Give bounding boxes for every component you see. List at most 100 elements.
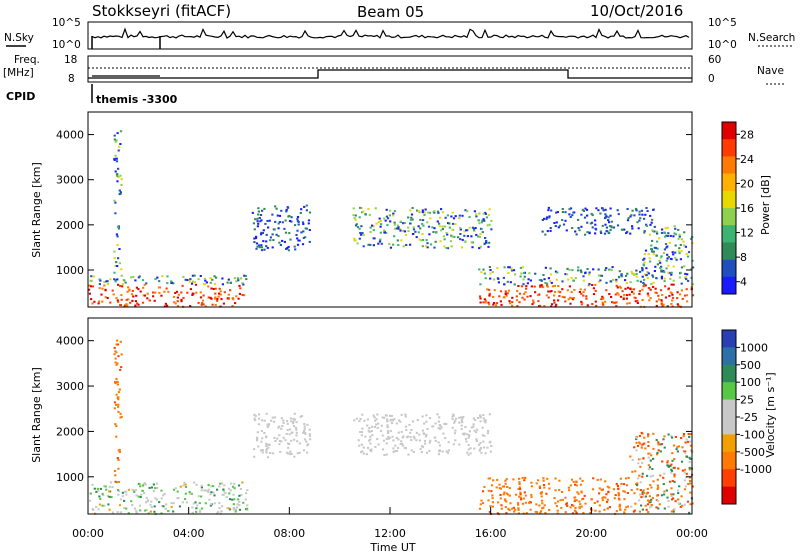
echo-cell (120, 415, 123, 418)
echo-cell (125, 298, 128, 301)
echo-cell (468, 216, 471, 219)
echo-cell (439, 427, 442, 430)
echo-cell (218, 507, 221, 510)
echo-cell (622, 490, 625, 493)
echo-cell (118, 388, 121, 391)
echo-cell (207, 488, 210, 491)
echo-cell (656, 263, 659, 266)
echo-cell (411, 218, 414, 221)
echo-cell (148, 299, 151, 302)
echo-cell (475, 440, 478, 443)
echo-cell (660, 277, 663, 280)
echo-cell (489, 272, 492, 275)
echo-cell (253, 413, 256, 416)
echo-cell (460, 419, 463, 422)
echo-cell (642, 281, 645, 284)
echo-cell (672, 444, 676, 447)
echo-cell (582, 511, 585, 514)
echo-cell (409, 209, 412, 212)
echo-cell (672, 283, 675, 286)
echo-cell (680, 437, 683, 439)
echo-cell (617, 493, 621, 496)
echo-cell (685, 253, 688, 256)
echo-cell (289, 450, 292, 453)
echo-cell (499, 300, 502, 303)
echo-cell (638, 219, 641, 222)
echo-cell (591, 226, 594, 229)
echo-cell (135, 286, 138, 289)
echo-cell (574, 499, 577, 502)
echo-cell (564, 511, 567, 514)
echo-cell (443, 245, 446, 248)
echo-cell (473, 447, 476, 450)
echo-cell (420, 239, 423, 242)
echo-cell (595, 228, 598, 231)
echo-cell (610, 220, 613, 223)
echo-cell (554, 489, 557, 492)
echo-cell (117, 449, 120, 452)
echo-cell (659, 289, 663, 292)
echo-cell (114, 154, 117, 157)
echo-cell (648, 499, 652, 502)
echo-cell (113, 134, 116, 137)
echo-cell (354, 218, 357, 221)
echo-cell (445, 232, 448, 234)
echo-cell (611, 266, 614, 269)
echo-cell (255, 247, 258, 250)
echo-cell (210, 491, 213, 494)
echo-cell (511, 507, 514, 510)
echo-cell (492, 479, 495, 482)
echo-cell (261, 209, 264, 212)
echo-cell (586, 214, 589, 217)
echo-cell (358, 216, 361, 219)
echo-cell (614, 494, 617, 497)
echo-cell (548, 215, 551, 218)
echo-cell (459, 228, 462, 231)
echo-cell (619, 295, 623, 298)
echo-cell (599, 212, 602, 215)
echo-cell (469, 452, 472, 455)
echo-cell (160, 294, 163, 297)
echo-cell (379, 238, 382, 241)
echo-cell (118, 262, 121, 265)
echo-cell (377, 242, 380, 245)
echo-cell (124, 281, 127, 284)
echo-cell (211, 278, 214, 281)
echo-cell (638, 510, 641, 513)
echo-cell (236, 277, 240, 280)
echo-cell (633, 446, 636, 449)
echo-cell (279, 244, 282, 246)
velocity-ylabel: Slant Range [km] (30, 367, 43, 463)
colorbar-swatch (722, 417, 736, 435)
nsky-tick-bottom: 10^0 (52, 39, 81, 51)
echo-cell (200, 486, 203, 489)
echo-cell (646, 292, 649, 295)
echo-cell (279, 450, 282, 453)
echo-cell (281, 239, 284, 242)
echo-cell (266, 456, 270, 459)
echo-cell (605, 281, 608, 284)
echo-cell (442, 211, 445, 214)
echo-cell (539, 304, 542, 307)
echo-cell (417, 231, 420, 234)
echo-cell (652, 447, 655, 450)
echo-cell (687, 251, 691, 254)
echo-cell (478, 268, 481, 271)
echo-cell (647, 441, 650, 443)
colorbar-tick-label: -500 (740, 446, 765, 459)
echo-cell (564, 273, 567, 276)
echo-cell (489, 269, 492, 271)
echo-cell (93, 487, 96, 490)
echo-cell (601, 303, 605, 306)
echo-cell (574, 230, 577, 233)
echo-cell (207, 484, 210, 486)
echo-cell (643, 253, 646, 255)
echo-cell (458, 421, 461, 424)
echo-cell (277, 235, 280, 238)
echo-cell (566, 504, 569, 507)
echo-cell (641, 275, 644, 278)
echo-cell (433, 227, 436, 230)
echo-cell (486, 224, 489, 227)
colorbar-swatch (722, 122, 736, 140)
